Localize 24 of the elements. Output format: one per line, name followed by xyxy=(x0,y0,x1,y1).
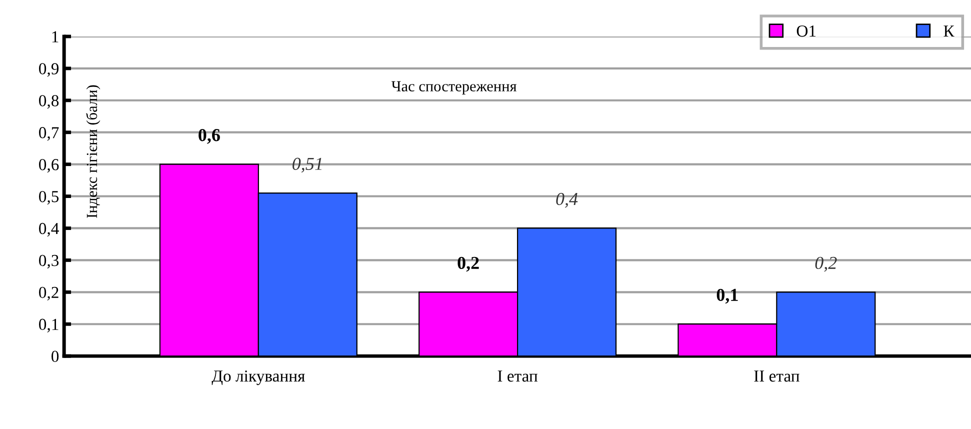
y-tick-label: 0,4 xyxy=(39,222,59,237)
data-label: 0,51 xyxy=(292,158,322,173)
y-tick-label: 0,8 xyxy=(39,95,59,109)
x-tick-label: ІІ етап xyxy=(754,370,800,382)
y-tick-label: 0,1 xyxy=(39,318,58,332)
x-tick-label: І етап xyxy=(498,370,538,382)
data-label: 0,4 xyxy=(556,192,578,208)
y-tick-label: 0,7 xyxy=(39,127,59,141)
y-tick-label: 0,9 xyxy=(39,63,59,77)
y-tick-label: 0,3 xyxy=(39,254,59,269)
data-label: 0,2 xyxy=(815,256,837,272)
y-tick-label: 0,2 xyxy=(39,286,58,300)
x-axis-title: Час спостереження xyxy=(391,81,517,95)
legend-label: К xyxy=(944,26,954,37)
y-tick-label: 1 xyxy=(52,31,58,42)
data-label: 0,1 xyxy=(716,288,738,304)
y-tick-label: 0,6 xyxy=(39,159,59,173)
y-tick-label: 0,5 xyxy=(39,190,59,205)
y-tick-label: 0 xyxy=(52,350,59,362)
legend-label: О1 xyxy=(796,25,816,37)
data-label: 0,2 xyxy=(458,256,479,272)
y-axis-title: Індекс гігієни (бали) xyxy=(86,85,100,218)
x-tick-label: До лікування xyxy=(212,370,305,386)
data-label: 0,6 xyxy=(198,129,220,144)
